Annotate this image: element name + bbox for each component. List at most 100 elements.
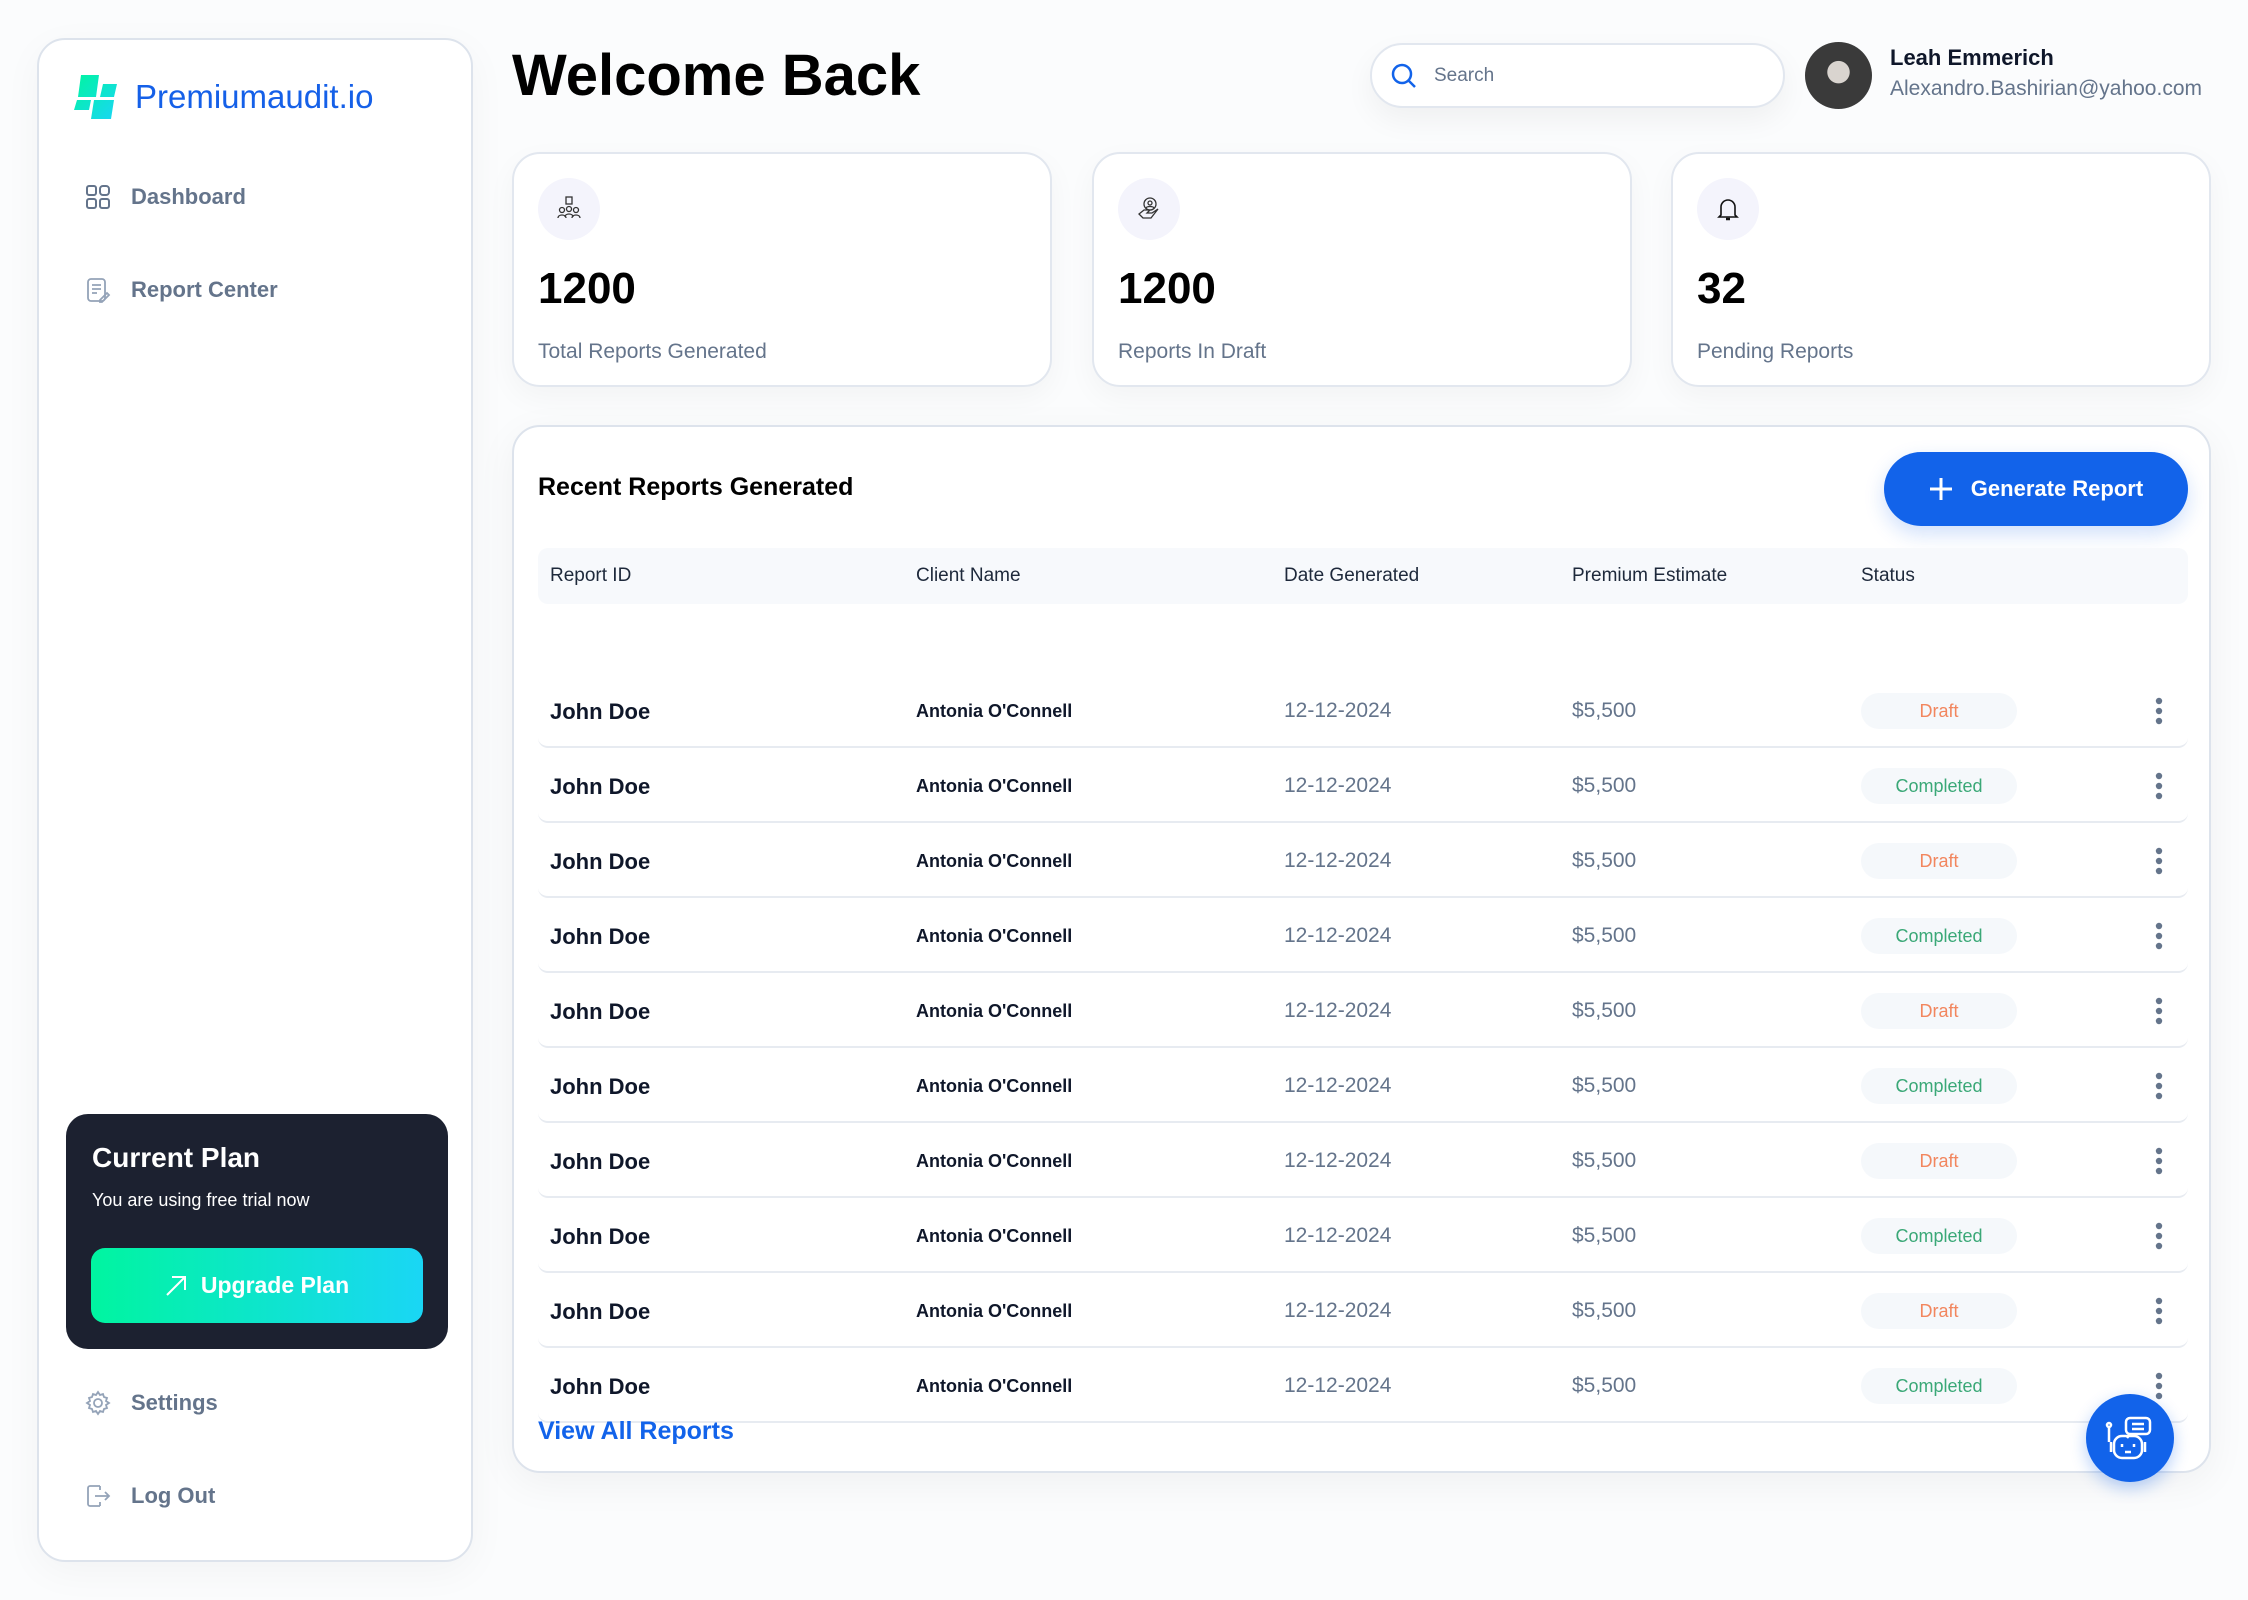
more-options-icon[interactable] [2152,1372,2166,1400]
hand-user-icon [1118,178,1180,240]
table-header: Report ID Client Name Date Generated Pre… [538,548,2188,604]
status-badge: Completed [1861,1368,2017,1404]
brand-name: Premiumaudit.io [135,78,374,115]
brand-logo[interactable]: Premiumaudit.io [73,74,373,120]
chatbot-button[interactable] [2086,1394,2174,1482]
column-header[interactable]: Date Generated [1284,565,1420,586]
sidebar-item-label: Report Center [131,277,278,302]
client-name: Antonia O'Connell [916,701,1073,721]
upgrade-plan-button[interactable]: Upgrade Plan [91,1248,423,1323]
report-id: John Doe [550,774,651,799]
report-id: John Doe [550,1149,651,1174]
generate-report-label: Generate Report [1970,476,2144,501]
team-checklist-icon [538,178,600,240]
more-options-icon[interactable] [2152,1147,2166,1175]
client-name: Antonia O'Connell [916,776,1073,796]
more-options-icon[interactable] [2152,1297,2166,1325]
table-row[interactable]: John Doe Antonia O'Connell 12-12-2024 $5,50… [538,898,2188,973]
bell-icon [1697,178,1759,240]
stat-value: 1200 [538,264,636,313]
more-options-icon[interactable] [2152,772,2166,800]
date-generated: 12-12-2024 [1284,999,1392,1022]
premium-estimate: $5,500 [1572,849,1637,872]
report-id: John Doe [550,1374,651,1399]
status-badge: Draft [1861,1293,2017,1329]
more-options-icon[interactable] [2152,997,2166,1025]
column-header[interactable]: Report ID [550,565,632,586]
table-row[interactable]: John Doe Antonia O'Connell 12-12-2024 $5,50… [538,973,2188,1048]
report-id: John Doe [550,924,651,949]
column-header[interactable]: Client Name [916,565,1021,586]
client-name: Antonia O'Connell [916,926,1073,946]
date-generated: 12-12-2024 [1284,1074,1392,1097]
premium-estimate: $5,500 [1572,924,1637,947]
avatar[interactable] [1805,42,1872,109]
sidebar: Premiumaudit.io Dashboard Report Center … [37,38,473,1562]
column-header[interactable]: Premium Estimate [1572,565,1728,586]
status-badge: Completed [1861,1068,2017,1104]
date-generated: 12-12-2024 [1284,924,1392,947]
report-id: John Doe [550,1224,651,1249]
client-name: Antonia O'Connell [916,1151,1073,1171]
premium-estimate: $5,500 [1572,1224,1637,1247]
premium-estimate: $5,500 [1572,1299,1637,1322]
status-badge: Draft [1861,1143,2017,1179]
plus-icon [1929,478,1952,500]
stat-label: Pending Reports [1697,340,1854,363]
stat-card-reports-in-draft: 1200 Reports In Draft [1092,152,1632,387]
sidebar-item-report-center[interactable]: Report Center [85,277,278,303]
more-options-icon[interactable] [2152,847,2166,875]
date-generated: 12-12-2024 [1284,1224,1392,1247]
date-generated: 12-12-2024 [1284,1149,1392,1172]
report-id: John Doe [550,1299,651,1324]
table-row[interactable]: John Doe Antonia O'Connell 12-12-2024 $5,50… [538,673,2188,748]
stat-card-total-reports: 1200 Total Reports Generated [512,152,1052,387]
sidebar-item-label: Dashboard [131,184,246,209]
status-badge: Completed [1861,768,2017,804]
arrow-up-right-icon [166,1275,186,1296]
table-row[interactable]: John Doe Antonia O'Connell 12-12-2024 $5,50… [538,1048,2188,1123]
date-generated: 12-12-2024 [1284,774,1392,797]
stat-value: 32 [1697,264,1746,313]
robot-chat-icon [2105,1416,2152,1460]
table-row[interactable]: John Doe Antonia O'Connell 12-12-2024 $5,50… [538,1273,2188,1348]
report-id: John Doe [550,999,651,1024]
report-id: John Doe [550,699,651,724]
sidebar-item-dashboard[interactable]: Dashboard [85,184,246,210]
document-edit-icon [87,278,111,303]
client-name: Antonia O'Connell [916,1001,1073,1021]
more-options-icon[interactable] [2152,697,2166,725]
search-input[interactable] [1434,64,1754,87]
search-bar[interactable] [1370,43,1785,108]
premium-estimate: $5,500 [1572,1074,1637,1097]
client-name: Antonia O'Connell [916,851,1073,871]
table-row[interactable]: John Doe Antonia O'Connell 12-12-2024 $5,50… [538,748,2188,823]
date-generated: 12-12-2024 [1284,849,1392,872]
premium-estimate: $5,500 [1572,1149,1637,1172]
current-plan-card: Current Plan You are using free trial no… [66,1114,448,1349]
report-id: John Doe [550,1074,651,1099]
date-generated: 12-12-2024 [1284,1299,1392,1322]
stat-value: 1200 [1118,264,1216,313]
more-options-icon[interactable] [2152,1222,2166,1250]
premium-estimate: $5,500 [1572,1374,1637,1397]
table-row[interactable]: John Doe Antonia O'Connell 12-12-2024 $5,50… [538,1348,2188,1423]
table-row[interactable]: John Doe Antonia O'Connell 12-12-2024 $5,50… [538,1198,2188,1273]
view-all-reports-link[interactable]: View All Reports [538,1417,734,1445]
stat-label: Reports In Draft [1118,340,1267,363]
premium-estimate: $5,500 [1572,699,1637,722]
sidebar-item-label: Log Out [131,1483,216,1508]
status-badge: Draft [1861,993,2017,1029]
sidebar-item-settings[interactable]: Settings [85,1390,218,1416]
generate-report-button[interactable]: Generate Report [1884,452,2188,526]
more-options-icon[interactable] [2152,1072,2166,1100]
premium-estimate: $5,500 [1572,999,1637,1022]
status-badge: Completed [1861,1218,2017,1254]
column-header[interactable]: Status [1861,565,1915,586]
stat-card-pending-reports: 32 Pending Reports [1671,152,2211,387]
more-options-icon[interactable] [2152,922,2166,950]
page-title: Welcome Back [512,43,921,108]
table-row[interactable]: John Doe Antonia O'Connell 12-12-2024 $5,50… [538,1123,2188,1198]
sidebar-item-log-out[interactable]: Log Out [85,1483,215,1509]
table-row[interactable]: John Doe Antonia O'Connell 12-12-2024 $5,50… [538,823,2188,898]
